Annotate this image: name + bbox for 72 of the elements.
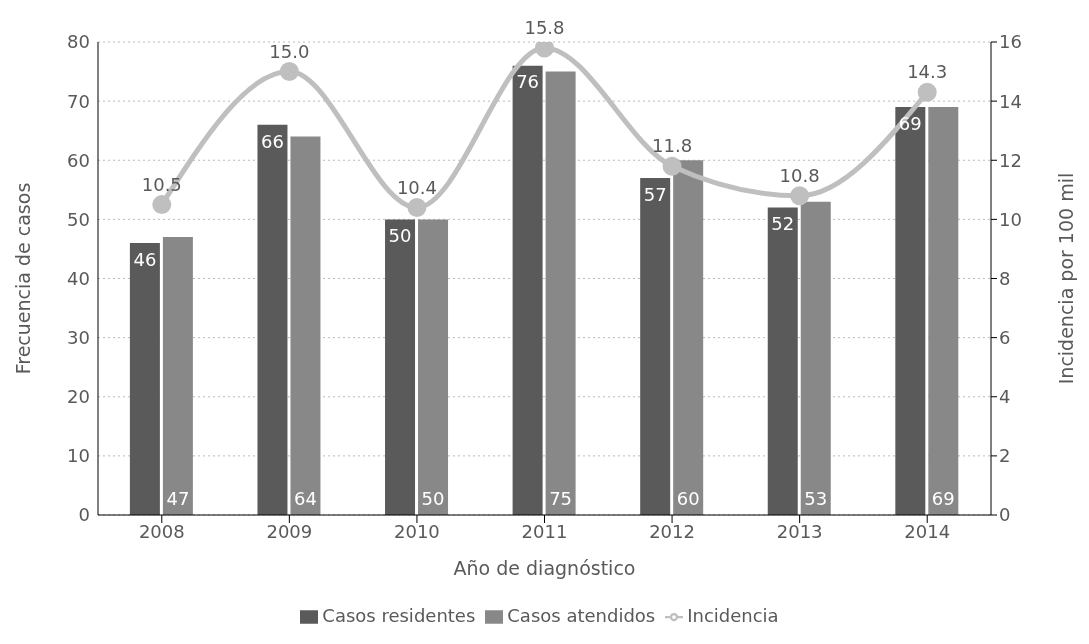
y-tick-label: 60: [67, 149, 90, 171]
point: [790, 186, 810, 206]
x-axis-title: Año de diagnóstico: [453, 557, 636, 579]
bar: [290, 136, 321, 515]
bar: [385, 219, 416, 515]
data-label: 47: [166, 488, 190, 509]
data-label: 66: [261, 130, 284, 152]
data-label: 60: [676, 488, 700, 509]
bar: [640, 177, 671, 515]
bar: [129, 243, 160, 515]
y-tick-label: 10: [67, 445, 90, 467]
data-label: 69: [931, 488, 955, 509]
data-label: 10.4: [396, 176, 437, 198]
bar: [800, 201, 831, 515]
data-label: 69: [898, 112, 922, 134]
legend-label: Casos atendidos: [507, 605, 656, 626]
data-label: 46: [133, 248, 157, 270]
legend-label: Casos residentes: [322, 605, 476, 626]
bar: [928, 107, 959, 515]
y2-tick-label: 12: [999, 149, 1022, 171]
data-label: 11.8: [652, 135, 693, 157]
data-label: 53: [804, 488, 828, 509]
bar: [895, 107, 926, 515]
data-label: 15.0: [269, 40, 310, 62]
bar: [418, 219, 449, 515]
bar: [545, 71, 576, 515]
y2-tick-label: 4: [999, 386, 1011, 408]
x-tick-label: 2011: [521, 520, 568, 542]
x-tick-label: 2010: [394, 520, 440, 542]
y2-tick-label: 16: [999, 31, 1022, 53]
point: [662, 156, 682, 176]
point: [279, 62, 299, 82]
x-tick-label: 2014: [904, 520, 951, 542]
y-tick-label: 30: [67, 327, 90, 349]
bar: [257, 124, 288, 515]
data-label: 50: [388, 225, 412, 247]
data-label: 52: [771, 213, 795, 235]
x-tick-label: 2013: [776, 520, 823, 542]
y2-tick-label: 8: [999, 267, 1011, 289]
y-tick-label: 50: [67, 208, 90, 230]
y2-tick-label: 2: [999, 445, 1011, 467]
y-axis-title: Frecuencia de casos: [11, 182, 34, 375]
y-tick-label: 70: [67, 90, 90, 112]
data-label: 76: [516, 71, 540, 93]
bar: [673, 160, 704, 515]
data-label: 10.5: [141, 173, 182, 195]
y2-tick-label: 14: [999, 90, 1022, 112]
legend-label: Incidencia: [687, 605, 779, 626]
y2-tick-label: 6: [999, 327, 1011, 349]
y2-tick-label: 10: [999, 208, 1022, 230]
y2-axis-title: Incidencia por 100 mil: [1054, 172, 1077, 385]
y-tick-label: 20: [67, 386, 90, 408]
y-tick-label: 0: [78, 504, 90, 526]
data-label: 15.8: [524, 16, 565, 38]
data-label: 50: [421, 488, 445, 509]
x-tick-label: 2009: [266, 520, 313, 542]
y-tick-label: 40: [67, 267, 90, 289]
point: [407, 198, 427, 218]
bar: [767, 207, 798, 515]
data-label: 75: [549, 488, 573, 509]
data-label: 10.8: [779, 164, 820, 186]
y2-tick-label: 0: [999, 504, 1011, 526]
bar: [162, 237, 193, 515]
y-tick-label: 80: [67, 31, 90, 53]
point: [152, 195, 172, 215]
bar: [512, 65, 543, 515]
data-label: 64: [294, 488, 317, 509]
x-tick-label: 2012: [649, 520, 695, 542]
data-label: 14.3: [907, 61, 948, 83]
point: [917, 82, 937, 102]
data-label: 57: [643, 183, 667, 205]
x-tick-label: 2008: [138, 520, 185, 542]
